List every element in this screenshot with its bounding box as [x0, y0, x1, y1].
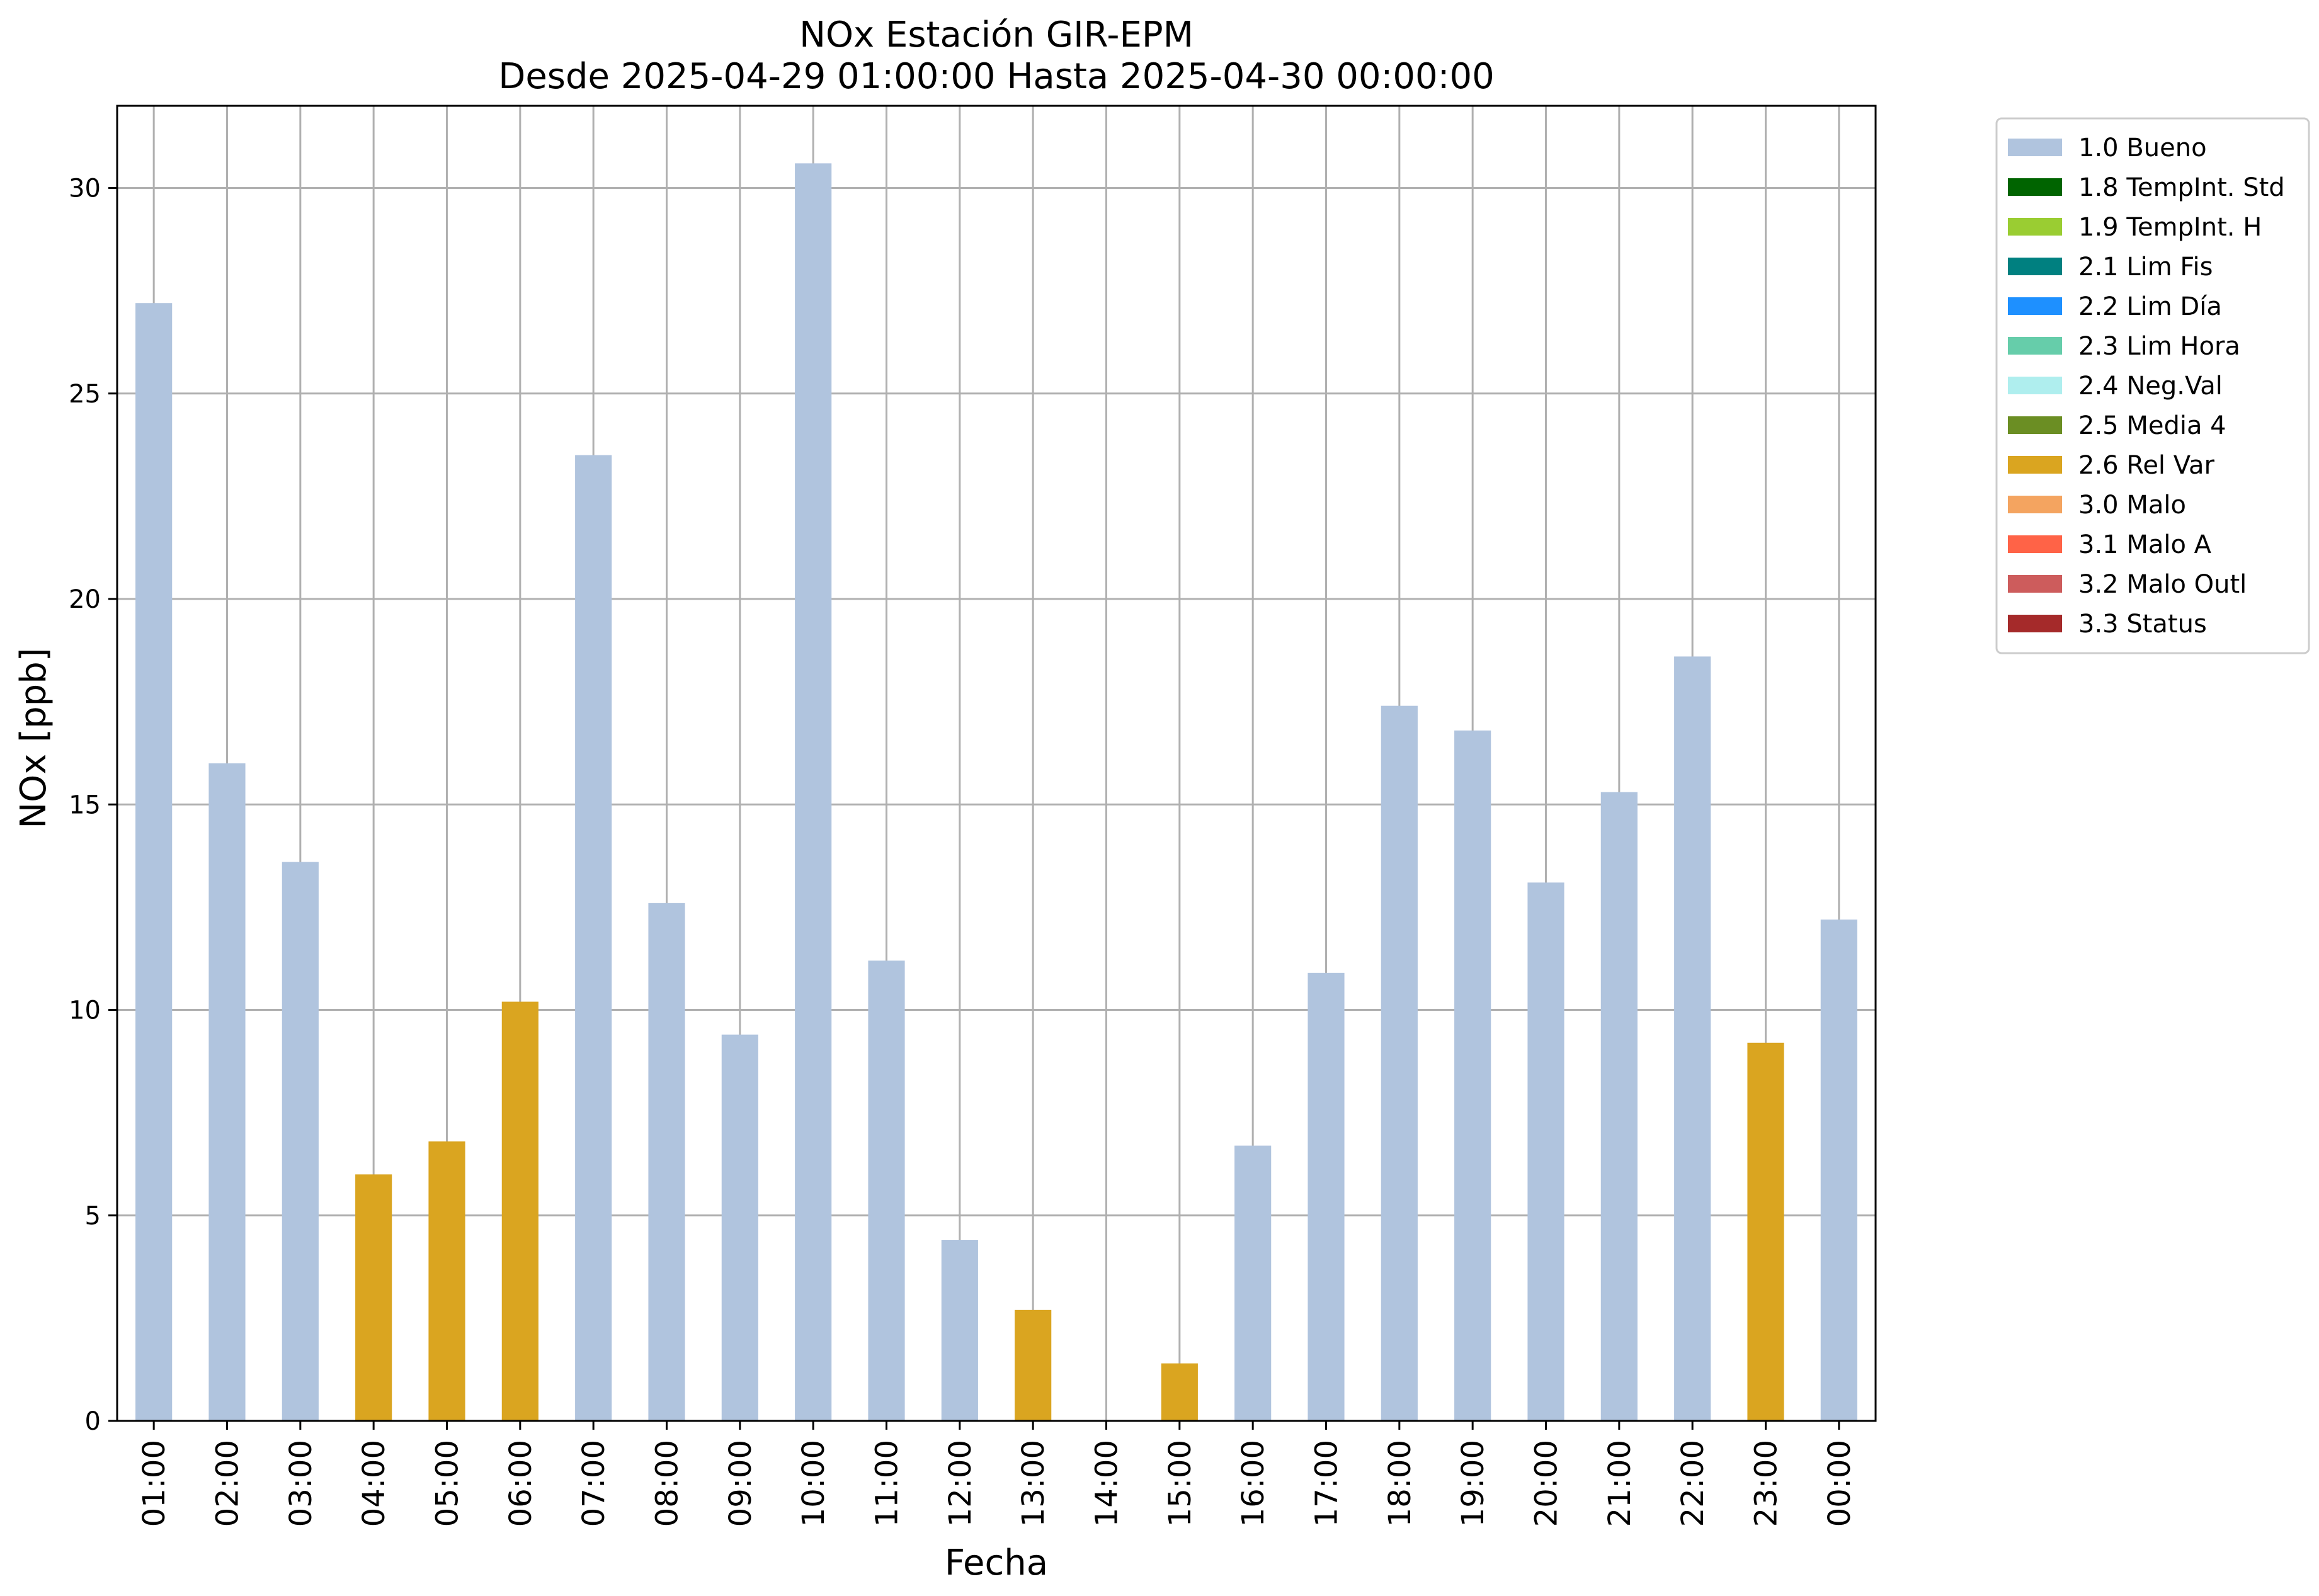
bar-1900 [1454, 730, 1491, 1421]
y-axis-label: NOx [ppb] [13, 647, 54, 828]
bar-0400 [355, 1174, 392, 1421]
legend-swatch [2008, 496, 2062, 513]
chart-subtitle: Desde 2025-04-29 01:00:00 Hasta 2025-04-… [498, 56, 1495, 97]
legend-swatch [2008, 416, 2062, 434]
legend-swatch [2008, 377, 2062, 394]
bar-1300 [1015, 1309, 1052, 1421]
legend-swatch [2008, 178, 2062, 196]
bar-1600 [1234, 1145, 1272, 1421]
legend-frame [1995, 117, 2310, 654]
x-tick-label: 14:00 [1090, 1440, 1125, 1527]
x-tick-label: 03:00 [283, 1440, 319, 1527]
bar-1200 [941, 1240, 978, 1421]
legend-label: 2.3 Lim Hora [2078, 332, 2240, 361]
y-tick-label: 20 [69, 585, 101, 614]
x-axis-label: Fecha [945, 1542, 1048, 1583]
bar-2200 [1674, 656, 1711, 1421]
x-tick-label: 23:00 [1749, 1440, 1784, 1527]
x-tick-label: 04:00 [356, 1440, 392, 1527]
x-tick-label: 17:00 [1309, 1440, 1345, 1527]
bar-2000 [1527, 882, 1564, 1421]
x-tick-label: 06:00 [503, 1440, 538, 1527]
x-tick-label: 10:00 [796, 1440, 831, 1527]
x-axis-ticks: 01:00 02:00 03:00 04:00 05:00 06:00 07:00 08:00… [137, 1421, 1857, 1527]
bar-0200 [208, 763, 246, 1421]
legend-swatch [2008, 258, 2062, 275]
legend-label: 1.0 Bueno [2078, 134, 2207, 162]
x-tick-label: 18:00 [1382, 1440, 1418, 1527]
x-tick-label: 00:00 [1822, 1440, 1857, 1527]
legend-swatch [2008, 337, 2062, 355]
legend-label: 1.8 TempInt. Std [2078, 173, 2285, 202]
y-tick-label: 15 [69, 790, 101, 819]
bar-1100 [868, 960, 905, 1421]
legend-swatch [2008, 139, 2062, 156]
x-tick-label: 16:00 [1236, 1440, 1271, 1527]
legend-swatch [2008, 297, 2062, 315]
x-tick-label: 09:00 [723, 1440, 758, 1527]
legend-swatch [2008, 615, 2062, 632]
legend-swatch [2008, 218, 2062, 236]
bar-0000 [1820, 919, 1857, 1421]
x-tick-label: 02:00 [210, 1440, 246, 1527]
x-tick-label: 11:00 [870, 1440, 905, 1527]
x-tick-label: 01:00 [137, 1440, 172, 1527]
legend-label: 2.6 Rel Var [2078, 451, 2215, 480]
bar-0700 [575, 455, 612, 1421]
plot-frame [116, 105, 1877, 1422]
legend-label: 1.9 TempInt. H [2078, 213, 2262, 242]
y-tick-label: 5 [85, 1202, 101, 1231]
legend-label: 3.0 Malo [2078, 491, 2186, 520]
x-tick-label: 07:00 [576, 1440, 612, 1527]
bar-1700 [1308, 972, 1345, 1421]
bar-1800 [1381, 705, 1418, 1421]
bar-1500 [1161, 1363, 1198, 1421]
legend-label: 3.3 Status [2078, 610, 2207, 639]
bar-1000 [795, 163, 832, 1422]
x-tick-label: 12:00 [943, 1440, 978, 1527]
bar-0300 [282, 862, 319, 1421]
y-tick-label: 0 [85, 1407, 101, 1436]
y-tick-label: 25 [69, 380, 101, 409]
x-tick-label: 20:00 [1529, 1440, 1564, 1527]
x-tick-label: 13:00 [1016, 1440, 1051, 1527]
legend-swatch [2008, 535, 2062, 553]
legend: 1.0 Bueno 1.8 TempInt. Std 1.9 TempInt. H 2… [1995, 117, 2310, 654]
y-tick-label: 30 [69, 174, 101, 203]
x-tick-label: 05:00 [430, 1440, 465, 1527]
bar-2300 [1747, 1042, 1784, 1421]
bar-0900 [721, 1034, 758, 1421]
legend-label: 3.2 Malo Outl [2078, 570, 2247, 599]
bar-2100 [1600, 792, 1638, 1421]
bar-0800 [648, 903, 685, 1421]
y-tick-label: 10 [69, 996, 101, 1025]
legend-label: 2.5 Media 4 [2078, 411, 2226, 440]
legend-label: 2.4 Neg.Val [2078, 372, 2223, 401]
y-axis-ticks: 0 5 10 15 20 25 30 [69, 174, 117, 1436]
x-tick-label: 21:00 [1602, 1440, 1638, 1527]
x-tick-label: 19:00 [1456, 1440, 1491, 1527]
legend-label: 2.1 Lim Fis [2078, 253, 2213, 282]
legend-swatch [2008, 456, 2062, 474]
legend-label: 3.1 Malo A [2078, 530, 2212, 559]
bar-0600 [501, 1001, 538, 1421]
chart-title: NOx Estación GIR-EPM [799, 14, 1194, 55]
legend-swatch [2008, 575, 2062, 593]
bar-0100 [135, 303, 173, 1422]
legend-label: 2.2 Lim Día [2078, 292, 2222, 321]
x-tick-label: 15:00 [1163, 1440, 1198, 1527]
bars [135, 163, 1857, 1422]
bar-0500 [428, 1141, 465, 1421]
x-tick-label: 22:00 [1675, 1440, 1711, 1527]
x-tick-label: 08:00 [650, 1440, 685, 1527]
